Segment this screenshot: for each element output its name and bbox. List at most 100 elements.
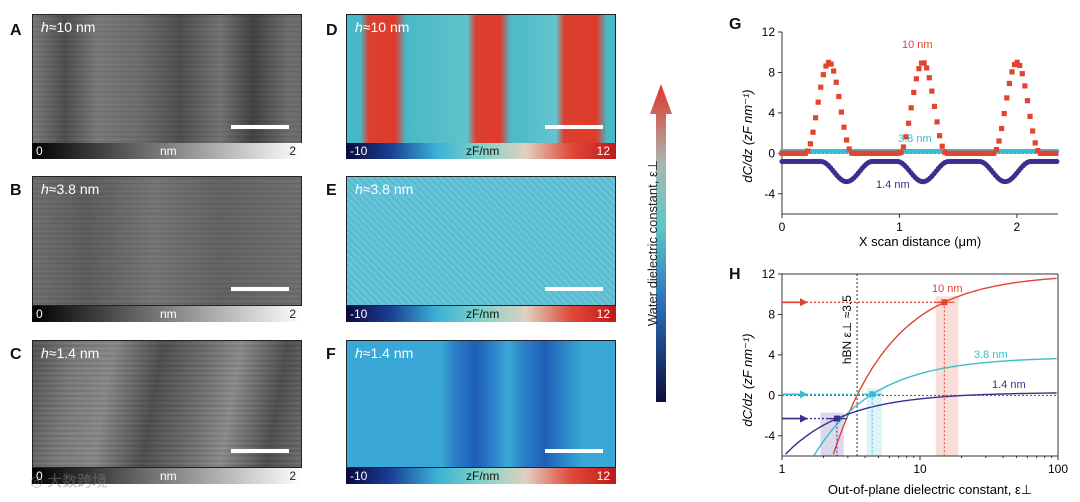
g-point-10nm bbox=[1017, 62, 1023, 69]
g-point-10nm bbox=[828, 61, 834, 67]
h-label-e: h bbox=[355, 181, 363, 197]
h-ytick-label: 12 bbox=[762, 267, 776, 281]
g-point-10nm bbox=[820, 72, 826, 78]
panel-label-b: B bbox=[10, 182, 22, 199]
g-point-10nm bbox=[916, 66, 922, 72]
scale-bar-a bbox=[231, 125, 289, 129]
topo-colorbar-c: 0 nm 2 bbox=[32, 468, 302, 484]
cap-colorbar-d: -10 zF/nm 12 bbox=[346, 143, 616, 159]
g-point-10nm bbox=[1009, 69, 1015, 75]
h-value-a: ≈10 nm bbox=[48, 19, 96, 35]
g-legend-10nm: 10 nm bbox=[902, 39, 933, 51]
g-point-10nm bbox=[810, 129, 816, 135]
topo-colorbar-b: 0 nm 2 bbox=[32, 306, 302, 322]
topography-image-c: h≈1.4 nm bbox=[32, 340, 302, 468]
h-label-c: h bbox=[41, 345, 49, 361]
g-point-10nm bbox=[937, 133, 943, 139]
h-legend-10nm: 10 nm bbox=[932, 283, 963, 295]
g-point-10nm bbox=[1014, 59, 1020, 65]
g-point-10nm bbox=[1001, 110, 1007, 117]
h-arrow-icon bbox=[800, 390, 808, 399]
g-point-10nm bbox=[1035, 148, 1041, 154]
g-point-10nm bbox=[838, 109, 845, 115]
g-point-10nm bbox=[1022, 83, 1028, 89]
g-point-10nm bbox=[906, 120, 912, 126]
g-point-10nm bbox=[924, 65, 930, 71]
capacitance-image-f: h≈1.4 nm bbox=[346, 340, 616, 468]
g-point-10nm bbox=[812, 115, 819, 121]
g-point-10nm bbox=[931, 103, 938, 110]
g-point-10nm bbox=[831, 68, 837, 74]
h-ytick-label: -4 bbox=[764, 429, 775, 443]
g-xlabel: X scan distance (μm) bbox=[859, 234, 981, 249]
cap-colorbar-f: -10 zF/nm 12 bbox=[346, 468, 616, 484]
h-arrow-icon bbox=[800, 298, 808, 307]
h-value-f: ≈1.4 nm bbox=[362, 345, 414, 361]
panel-label-g: G bbox=[729, 16, 742, 33]
g-point-10nm bbox=[836, 93, 842, 100]
h-label-a: h bbox=[41, 19, 49, 35]
h-label-d: h bbox=[355, 19, 363, 35]
g-legend-14nm: 1.4 nm bbox=[876, 179, 910, 191]
scale-bar-d bbox=[545, 125, 603, 129]
arrow-label: Water dielectric constant, ε⊥ bbox=[645, 159, 660, 327]
chart-h: -4 0 4 8 12 1 10 100 dC/dz (zF nm⁻¹) Out-of-pla… bbox=[740, 267, 1068, 497]
g-ytick-label: -4 bbox=[764, 187, 775, 201]
g-legend-38nm: 3.8 nm bbox=[898, 133, 932, 145]
g-point-10nm bbox=[991, 150, 997, 156]
capacitance-image-e: h≈3.8 nm bbox=[346, 176, 616, 306]
h-fit-curve bbox=[813, 357, 1057, 457]
panel-label-h: H bbox=[729, 266, 741, 283]
g-point-10nm bbox=[818, 84, 824, 90]
h-value-c: ≈1.4 nm bbox=[48, 345, 100, 361]
g-point-10nm bbox=[900, 144, 907, 150]
g-point-10nm bbox=[939, 143, 945, 149]
g-point-10nm bbox=[1032, 140, 1038, 146]
h-legend-38nm: 3.8 nm bbox=[974, 349, 1008, 361]
g-point-10nm bbox=[807, 141, 814, 147]
g-point-10nm bbox=[1053, 150, 1059, 156]
h-fit-curve bbox=[785, 392, 1057, 455]
watermark: ◎ 大数跨境 bbox=[30, 473, 108, 490]
hbn-annotation: hBN ε⊥ ≈3.5 bbox=[840, 295, 854, 364]
h-ylabel: dC/dz (zF nm⁻¹) bbox=[740, 333, 755, 426]
scale-bar-c bbox=[231, 449, 289, 453]
g-point-10nm bbox=[1006, 80, 1012, 87]
g-point-10nm bbox=[996, 138, 1002, 144]
panel-label-f: F bbox=[326, 346, 336, 363]
capacitance-image-d: h≈10 nm bbox=[346, 14, 616, 144]
g-point-14nm bbox=[1054, 158, 1060, 165]
panel-label-e: E bbox=[326, 182, 337, 199]
h-measured-point bbox=[941, 299, 948, 306]
h-value-b: ≈3.8 nm bbox=[48, 181, 100, 197]
g-point-10nm bbox=[926, 75, 932, 81]
h-xtick-label: 10 bbox=[913, 462, 927, 476]
g-point-10nm bbox=[934, 119, 940, 125]
h-label-f: h bbox=[355, 345, 363, 361]
g-point-10nm bbox=[913, 76, 919, 82]
h-label-b: h bbox=[41, 181, 49, 197]
g-ytick-label: 8 bbox=[768, 65, 775, 79]
h-ytick-label: 0 bbox=[768, 388, 775, 402]
panel-label-a: A bbox=[10, 22, 22, 39]
h-uncertainty-band bbox=[866, 388, 882, 456]
g-point-10nm bbox=[843, 137, 850, 143]
scale-bar-e bbox=[545, 287, 603, 291]
h-ytick-label: 4 bbox=[768, 348, 775, 362]
panel-label-d: D bbox=[326, 22, 338, 39]
scale-bar-b bbox=[231, 287, 289, 291]
g-xtick-label: 2 bbox=[1014, 220, 1021, 234]
topography-image-b: h≈3.8 nm bbox=[32, 176, 302, 306]
h-xlabel: Out-of-plane dielectric constant, ε⊥ bbox=[828, 482, 1032, 497]
g-ytick-label: 4 bbox=[768, 106, 775, 120]
g-point-10nm bbox=[929, 88, 935, 94]
watermark-icon: ◎ bbox=[30, 473, 48, 490]
g-point-10nm bbox=[999, 125, 1005, 132]
topography-image-a: h≈10 nm bbox=[32, 14, 302, 144]
cap-colorbar-e: -10 zF/nm 12 bbox=[346, 306, 616, 322]
g-point-10nm bbox=[823, 63, 829, 69]
g-ytick-label: 12 bbox=[762, 25, 776, 39]
scale-bar-f bbox=[545, 449, 603, 453]
g-point-10nm bbox=[911, 89, 917, 96]
